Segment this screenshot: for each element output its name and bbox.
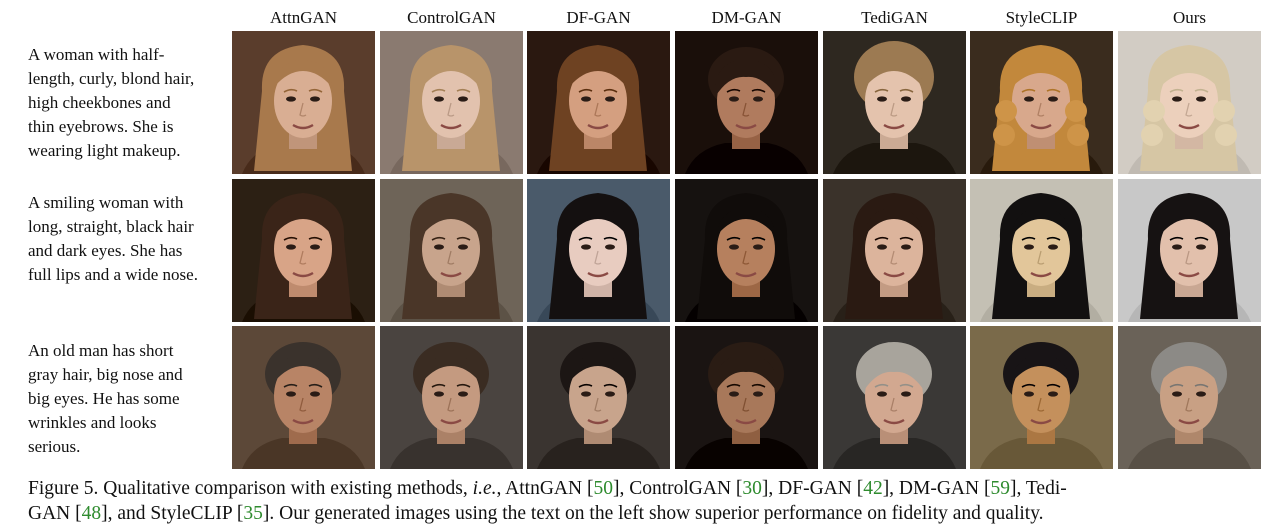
- row-1-line: wearing light makeup.: [28, 141, 181, 160]
- face-photo: [380, 326, 523, 469]
- row-3-description: An old man has short gray hair, big nose…: [28, 339, 230, 459]
- face-photo: [527, 31, 670, 174]
- caption-line-1: Figure 5. Qualitative comparison with ex…: [28, 476, 1268, 501]
- face-photo: [1118, 179, 1261, 322]
- face-photo: [380, 31, 523, 174]
- face-photo: [232, 179, 375, 322]
- face-image-styleclip-row-3: [970, 326, 1113, 469]
- face-image-ours-row-2: [1118, 179, 1261, 322]
- figure-caption: Figure 5. Qualitative comparison with ex…: [28, 476, 1268, 526]
- face-image-dfgan-row-2: [527, 179, 670, 322]
- column-headers: AttnGAN ControlGAN DF-GAN DM-GAN TediGAN…: [0, 6, 1270, 30]
- caption-text: ], and StyleCLIP [: [101, 503, 244, 524]
- caption-text: ]. Our generated images using the text o…: [262, 503, 1044, 524]
- face-image-dmgan-row-1: [675, 31, 818, 174]
- face-image-styleclip-row-2: [970, 179, 1113, 322]
- row-3-line: big eyes. He has some: [28, 389, 180, 408]
- caption-text: ], ControlGAN [: [612, 478, 743, 499]
- caption-text: ], Tedi-: [1009, 478, 1067, 499]
- citation-link[interactable]: 42: [863, 478, 883, 499]
- face-photo: [823, 326, 966, 469]
- face-image-attngan-row-3: [232, 326, 375, 469]
- citation-link[interactable]: 48: [81, 503, 102, 524]
- caption-text: GAN [: [28, 503, 82, 524]
- column-header-dfgan: DF-GAN: [566, 8, 631, 27]
- face-image-dmgan-row-2: [675, 179, 818, 322]
- face-image-dfgan-row-1: [527, 31, 670, 174]
- caption-text: i.e.: [472, 478, 497, 499]
- face-photo: [823, 31, 966, 174]
- face-image-controlgan-row-3: [380, 326, 523, 469]
- column-header-attngan: AttnGAN: [269, 8, 338, 27]
- face-image-dfgan-row-3: [527, 326, 670, 469]
- citation-link[interactable]: 35: [243, 503, 263, 524]
- row-2-line: full lips and a wide nose.: [28, 265, 198, 284]
- citation-link[interactable]: 50: [593, 478, 613, 499]
- column-header-styleclip: StyleCLIP: [1005, 8, 1078, 27]
- face-image-controlgan-row-2: [380, 179, 523, 322]
- face-photo: [675, 179, 818, 322]
- caption-text: , AttnGAN [: [496, 478, 594, 499]
- row-3-line: gray hair, big nose and: [28, 365, 183, 384]
- row-3-line: An old man has short: [28, 341, 174, 360]
- face-photo: [380, 179, 523, 322]
- face-image-tedigan-row-1: [823, 31, 966, 174]
- column-header-ours: Ours: [1172, 8, 1207, 27]
- row-3-line: serious.: [28, 437, 81, 456]
- citation-link[interactable]: 30: [742, 478, 762, 499]
- face-photo: [232, 326, 375, 469]
- face-photo: [1118, 326, 1261, 469]
- row-1-line: A woman with half-: [28, 45, 165, 64]
- face-image-ours-row-3: [1118, 326, 1261, 469]
- row-2-line: A smiling woman with: [28, 193, 184, 212]
- row-1-description: A woman with half- length, curly, blond …: [28, 43, 230, 163]
- caption-text: ], DF-GAN [: [761, 478, 864, 499]
- face-image-dmgan-row-3: [675, 326, 818, 469]
- face-image-tedigan-row-3: [823, 326, 966, 469]
- face-photo: [675, 326, 818, 469]
- row-2-line: and dark eyes. She has: [28, 241, 183, 260]
- face-photo: [970, 31, 1113, 174]
- column-header-dmgan: DM-GAN: [711, 8, 782, 27]
- face-photo: [970, 179, 1113, 322]
- row-2-description: A smiling woman with long, straight, bla…: [28, 191, 230, 287]
- face-photo: [232, 31, 375, 174]
- face-image-attngan-row-2: [232, 179, 375, 322]
- face-image-attngan-row-1: [232, 31, 375, 174]
- caption-text: ], DM-GAN [: [882, 478, 991, 499]
- citation-link[interactable]: 59: [990, 478, 1010, 499]
- row-1-line: thin eyebrows. She is: [28, 117, 174, 136]
- row-1-line: high cheekbones and: [28, 93, 171, 112]
- face-photo: [970, 326, 1113, 469]
- face-image-tedigan-row-2: [823, 179, 966, 322]
- caption-line-2: GAN [48], and StyleCLIP [35]. Our genera…: [28, 501, 1268, 526]
- column-header-tedigan: TediGAN: [861, 8, 928, 27]
- caption-text: Figure 5. Qualitative comparison with ex…: [28, 478, 473, 499]
- face-photo: [823, 179, 966, 322]
- face-photo: [1118, 31, 1261, 174]
- column-header-controlgan: ControlGAN: [407, 8, 496, 27]
- face-image-ours-row-1: [1118, 31, 1261, 174]
- row-3-line: wrinkles and looks: [28, 413, 157, 432]
- face-photo: [675, 31, 818, 174]
- row-2-line: long, straight, black hair: [28, 217, 194, 236]
- face-photo: [527, 179, 670, 322]
- face-photo: [527, 326, 670, 469]
- face-image-styleclip-row-1: [970, 31, 1113, 174]
- face-image-controlgan-row-1: [380, 31, 523, 174]
- row-1-line: length, curly, blond hair,: [28, 69, 195, 88]
